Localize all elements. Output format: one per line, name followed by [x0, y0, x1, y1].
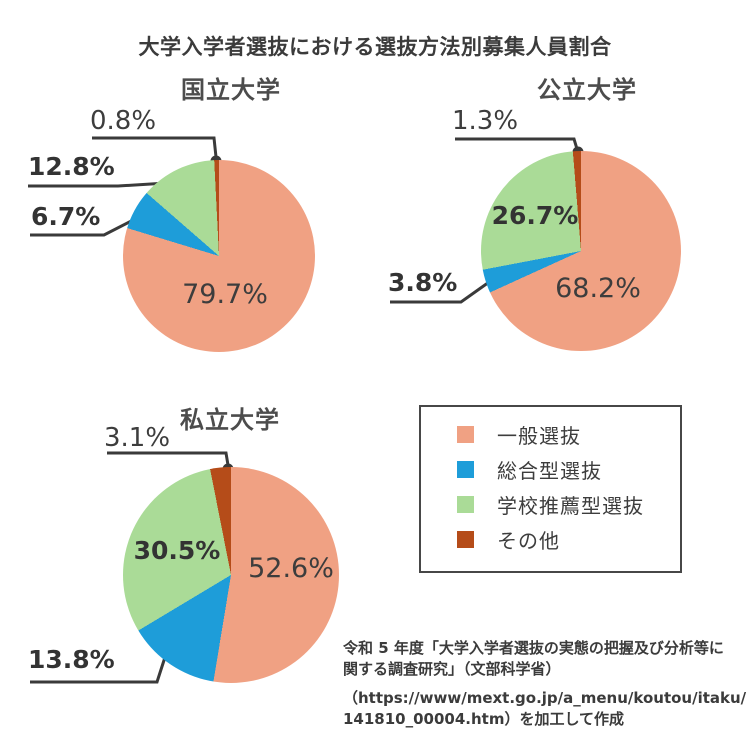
legend-item-recommendation: 学校推薦型選抜: [457, 492, 680, 518]
label-public-comprehensive: 3.8%: [388, 268, 458, 297]
pie-title-national: 国立大学: [181, 76, 281, 104]
label-private-general: 52.6%: [248, 553, 334, 584]
chart-title: 大学入学者選抜における選抜方法別募集人員割合: [138, 35, 612, 59]
legend-swatch-general-icon: [457, 425, 474, 443]
label-public-general: 68.2%: [555, 273, 641, 304]
label-national-recommendation: 12.8%: [28, 152, 115, 181]
legend-label-comprehensive: 総合型選抜: [497, 458, 602, 483]
pie-national: [123, 160, 315, 352]
source-line: 141810_00004.htm）を加工して作成: [343, 710, 625, 728]
legend-box: 一般選抜 総合型選抜 学校推薦型選抜 その他: [419, 405, 682, 573]
source-line: 令和 5 年度「大学入学者選抜の実態の把握及び分析等に: [343, 639, 724, 657]
label-national-other: 0.8%: [90, 106, 157, 136]
source-paragraph-2: （https://www/mext.go.jp/a_menu/koutou/it…: [343, 688, 747, 730]
legend-label-recommendation: 学校推薦型選抜: [497, 493, 644, 518]
source-note: 令和 5 年度「大学入学者選抜の実態の把握及び分析等に 関する調査研究」（文部科…: [343, 638, 747, 730]
legend-item-other: その他: [457, 527, 680, 553]
label-private-other: 3.1%: [104, 423, 171, 453]
legend-swatch-comprehensive-icon: [457, 460, 474, 478]
pie-public: [481, 151, 681, 351]
pie-title-private: 私立大学: [180, 406, 280, 434]
label-national-general: 79.7%: [182, 279, 268, 310]
label-public-recommendation: 26.7%: [491, 201, 579, 230]
label-national-comprehensive: 6.7%: [31, 202, 101, 231]
legend-item-general: 一般選抜: [457, 422, 680, 448]
legend-swatch-other-icon: [457, 530, 474, 548]
pie-title-public: 公立大学: [537, 76, 637, 104]
source-line: （https://www/mext.go.jp/a_menu/koutou/it…: [343, 689, 747, 707]
legend-label-other: その他: [497, 528, 560, 553]
legend-label-general: 一般選抜: [497, 423, 581, 448]
source-paragraph-1: 令和 5 年度「大学入学者選抜の実態の把握及び分析等に 関する調査研究」（文部科…: [343, 638, 743, 680]
label-private-recommendation: 30.5%: [133, 536, 221, 565]
legend-item-comprehensive: 総合型選抜: [457, 457, 680, 483]
source-line: 関する調査研究」（文部科学省）: [343, 660, 561, 678]
label-public-other: 1.3%: [452, 106, 519, 136]
label-private-comprehensive: 13.8%: [28, 645, 115, 674]
legend-swatch-recommendation-icon: [457, 495, 474, 513]
pie-private: [123, 467, 339, 683]
